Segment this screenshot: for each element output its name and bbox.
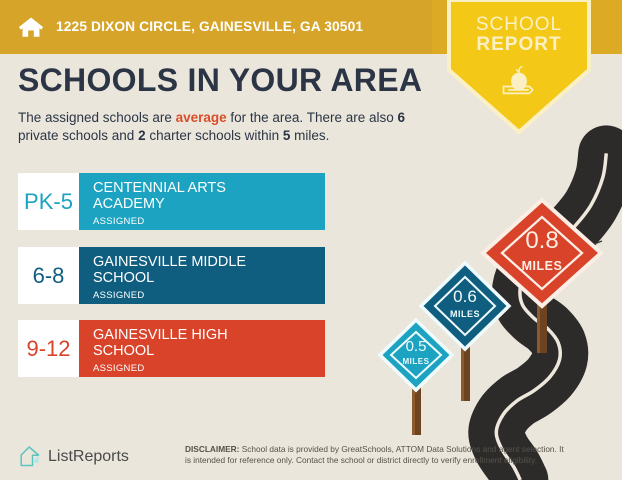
svg-text:MILES: MILES	[403, 357, 430, 366]
svg-text:MILES: MILES	[450, 309, 480, 319]
svg-text:0.8: 0.8	[525, 227, 558, 254]
svg-text:0.5: 0.5	[406, 338, 427, 355]
svg-text:0.6: 0.6	[453, 287, 477, 306]
svg-text:MILES: MILES	[522, 259, 563, 273]
